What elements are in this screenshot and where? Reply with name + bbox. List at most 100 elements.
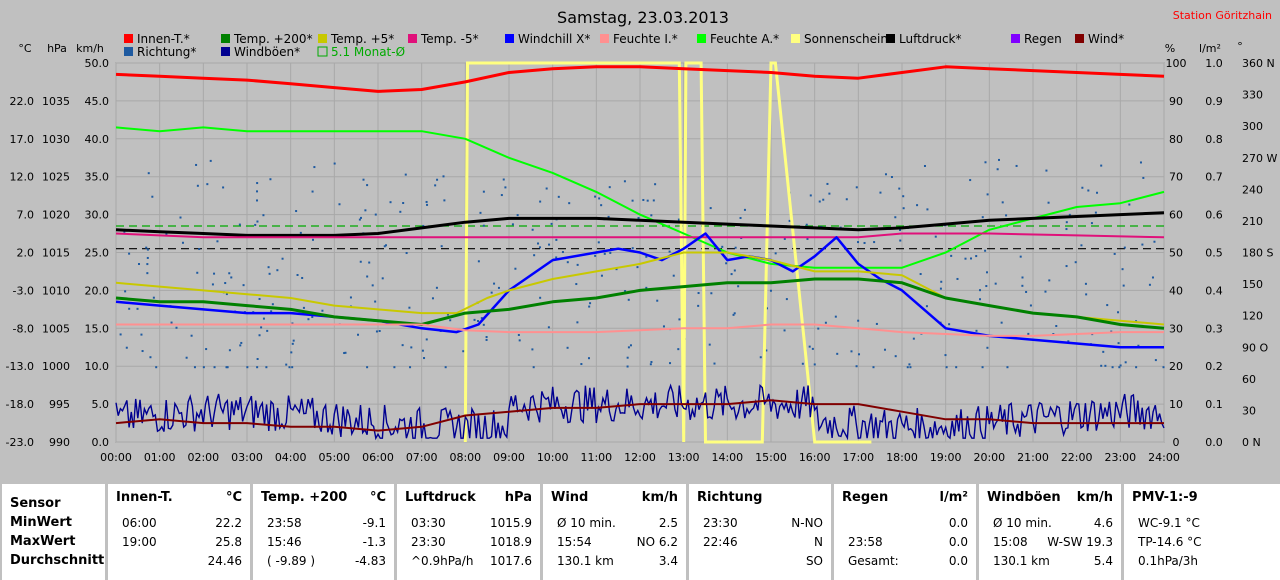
direction-dot	[650, 214, 653, 217]
direction-dot	[224, 282, 227, 285]
direction-dot	[1087, 189, 1090, 192]
direction-dot	[291, 342, 294, 345]
direction-dot	[119, 333, 122, 336]
direction-dot	[141, 350, 144, 353]
tick-pressure: 1000	[42, 360, 70, 373]
tick-temp: 12.0	[10, 171, 35, 184]
legend-label: Temp. +5*	[330, 32, 394, 46]
direction-dot	[545, 187, 548, 190]
tick-rain: 0.2	[1205, 360, 1223, 373]
direction-dot	[482, 323, 485, 326]
direction-dot	[576, 321, 579, 324]
legend-swatch	[408, 34, 417, 43]
direction-dot	[733, 269, 736, 272]
legend-label: Temp. -5*	[420, 32, 479, 46]
tick-rain: 0.1	[1205, 398, 1223, 411]
stats-column-title: Richtung	[697, 490, 763, 505]
tick-time: 21:00	[1017, 451, 1049, 464]
direction-dot	[477, 260, 480, 263]
direction-dot	[254, 223, 257, 226]
tick-wind: 20.0	[85, 284, 110, 297]
direction-dot	[879, 191, 882, 194]
direction-dot	[557, 195, 560, 198]
direction-dot	[950, 254, 953, 257]
direction-dot	[555, 256, 558, 259]
direction-dot	[672, 274, 675, 277]
series-feuchte-i-	[116, 323, 1164, 337]
direction-dot	[362, 178, 365, 181]
direction-dot	[783, 329, 786, 332]
direction-dot	[857, 241, 860, 244]
direction-dot	[226, 366, 229, 369]
direction-dot	[656, 299, 659, 302]
direction-dot	[872, 366, 875, 369]
stats-cell-label: 0.1hPa/3h	[1138, 554, 1199, 568]
tick-wind: 45.0	[85, 95, 110, 108]
tick-rain: 0.4	[1205, 284, 1223, 297]
tick-temp: 7.0	[17, 209, 35, 222]
direction-dot	[1005, 214, 1008, 217]
direction-dot	[863, 241, 866, 244]
tick-temp: -8.0	[13, 322, 34, 335]
tick-percent: 60	[1169, 209, 1183, 222]
direction-dot	[185, 356, 188, 359]
stats-cell-value: SO	[805, 554, 823, 568]
direction-dot	[969, 179, 972, 182]
direction-dot	[548, 243, 551, 246]
direction-dot	[358, 218, 361, 221]
legend-swatch	[505, 34, 514, 43]
legend-item: Temp. +5*	[318, 32, 394, 46]
tick-percent: 70	[1169, 171, 1183, 184]
legend-item: Feuchte A.*	[697, 32, 779, 46]
direction-dot	[1025, 290, 1028, 293]
direction-dot	[1113, 252, 1116, 255]
direction-dot	[537, 242, 540, 245]
tick-wind: 35.0	[85, 171, 110, 184]
direction-dot	[333, 162, 336, 165]
direction-dot	[594, 254, 597, 257]
direction-dot	[1121, 268, 1124, 271]
direction-dot	[677, 348, 680, 351]
tick-pressure: 990	[49, 436, 70, 449]
direction-dot	[446, 313, 449, 316]
direction-dot	[975, 255, 978, 258]
direction-dot	[170, 321, 173, 324]
direction-dot	[650, 360, 653, 363]
direction-dot	[485, 336, 488, 339]
direction-dot	[533, 254, 536, 257]
direction-dot	[374, 300, 377, 303]
direction-dot	[359, 260, 362, 263]
direction-dot	[301, 276, 304, 279]
direction-dot	[285, 363, 288, 366]
direction-dot	[532, 366, 535, 369]
tick-rain: 0.9	[1205, 95, 1223, 108]
direction-dot	[627, 346, 630, 349]
direction-dot	[975, 329, 978, 332]
direction-dot	[828, 192, 831, 195]
direction-dot	[258, 297, 261, 300]
legend-swatch	[600, 34, 609, 43]
direction-dot	[598, 197, 601, 200]
direction-dot	[195, 163, 198, 166]
direction-dot	[985, 285, 988, 288]
direction-dot	[934, 235, 937, 238]
direction-dot	[270, 310, 273, 313]
axis-header-direction: °	[1237, 40, 1243, 53]
stats-column: Windböen km/h Ø 10 min. 4.6 15:08 W-SW 19.3 13…	[979, 484, 1121, 580]
series-wind-	[115, 399, 1164, 432]
direction-dot	[894, 216, 897, 219]
direction-dot	[964, 257, 967, 260]
direction-dot	[1148, 283, 1151, 286]
direction-dot	[302, 306, 305, 309]
series-temp-200-	[115, 277, 1165, 330]
stats-cell-value: 22.2	[215, 516, 242, 530]
direction-dot	[1139, 161, 1142, 164]
direction-dot	[561, 251, 564, 254]
direction-dot	[206, 183, 209, 186]
direction-dot	[1067, 340, 1070, 343]
legend-item: Wind*	[1075, 32, 1124, 46]
tick-wind: 5.0	[92, 398, 110, 411]
direction-dot	[268, 272, 271, 275]
direction-dot	[1021, 284, 1024, 287]
direction-dot	[1044, 290, 1047, 293]
